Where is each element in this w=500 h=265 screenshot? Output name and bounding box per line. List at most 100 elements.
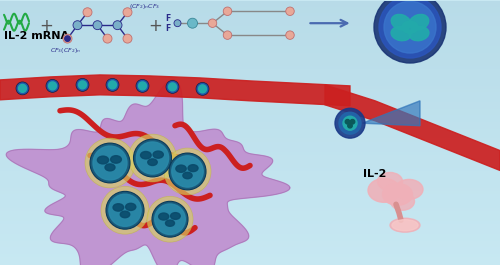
Text: IL-2 mRNA: IL-2 mRNA [4, 31, 69, 41]
Ellipse shape [395, 179, 423, 199]
Circle shape [76, 78, 89, 91]
Bar [0, 129, 500, 133]
Bar [0, 234, 500, 238]
Text: F: F [165, 24, 170, 33]
Polygon shape [325, 85, 500, 170]
Circle shape [286, 7, 294, 15]
Circle shape [93, 146, 127, 180]
Ellipse shape [378, 173, 402, 190]
Ellipse shape [409, 26, 429, 41]
Bar [0, 215, 500, 219]
Bar [0, 10, 500, 15]
Circle shape [339, 112, 361, 134]
Ellipse shape [158, 213, 168, 220]
Circle shape [166, 80, 179, 93]
Bar [0, 76, 500, 80]
Circle shape [106, 78, 119, 91]
Bar [0, 155, 500, 160]
Ellipse shape [392, 220, 418, 231]
Circle shape [196, 82, 209, 95]
Circle shape [83, 8, 92, 17]
Circle shape [128, 134, 176, 182]
Bar [0, 27, 500, 31]
Bar [0, 149, 500, 153]
Bar [0, 46, 500, 51]
Circle shape [46, 80, 59, 92]
Bar [0, 109, 500, 113]
Ellipse shape [183, 172, 192, 179]
Circle shape [134, 139, 172, 177]
Ellipse shape [153, 151, 164, 158]
Bar [0, 66, 500, 70]
Bar [0, 99, 500, 104]
Bar [0, 221, 500, 226]
Bar [0, 103, 500, 107]
Bar [0, 178, 500, 183]
Circle shape [109, 194, 141, 226]
Circle shape [198, 85, 206, 93]
Bar [0, 56, 500, 61]
Bar [0, 60, 500, 64]
Circle shape [63, 34, 72, 43]
Circle shape [172, 156, 203, 187]
Circle shape [136, 80, 149, 92]
Text: $(CF_2)_nCF_3$: $(CF_2)_nCF_3$ [129, 2, 160, 11]
Circle shape [106, 191, 144, 229]
Circle shape [78, 81, 86, 89]
Circle shape [350, 120, 355, 124]
Bar [0, 228, 500, 232]
Ellipse shape [120, 211, 130, 218]
Circle shape [286, 31, 294, 39]
Circle shape [384, 1, 436, 53]
Ellipse shape [126, 203, 136, 210]
Bar [0, 139, 500, 143]
Bar [0, 152, 500, 156]
Polygon shape [362, 101, 420, 126]
Bar [0, 69, 500, 74]
Bar [0, 33, 500, 38]
Bar [0, 37, 500, 41]
Circle shape [174, 20, 181, 27]
Circle shape [85, 138, 135, 188]
Bar [0, 142, 500, 146]
Bar [0, 261, 500, 265]
Ellipse shape [392, 14, 410, 30]
Circle shape [73, 21, 82, 30]
Circle shape [154, 204, 186, 235]
Circle shape [48, 82, 56, 90]
Bar [0, 7, 500, 11]
Ellipse shape [410, 14, 428, 30]
Bar [0, 112, 500, 117]
Circle shape [343, 116, 357, 130]
Bar [0, 205, 500, 209]
Bar [0, 89, 500, 94]
Circle shape [169, 153, 206, 190]
Bar [0, 43, 500, 47]
Bar [0, 162, 500, 166]
Circle shape [101, 186, 149, 234]
Circle shape [90, 143, 130, 183]
Circle shape [93, 21, 102, 30]
Circle shape [208, 19, 217, 27]
Bar [0, 192, 500, 196]
Bar [0, 116, 500, 120]
Circle shape [123, 8, 132, 17]
Bar [0, 14, 500, 18]
Bar [0, 0, 500, 5]
Circle shape [65, 36, 70, 41]
Ellipse shape [402, 21, 418, 33]
Circle shape [374, 0, 446, 63]
Ellipse shape [176, 165, 186, 172]
Bar [0, 169, 500, 173]
Circle shape [168, 83, 176, 91]
Bar [0, 254, 500, 258]
Circle shape [164, 148, 211, 195]
Polygon shape [0, 75, 350, 106]
Circle shape [152, 201, 188, 237]
Bar [0, 135, 500, 140]
Ellipse shape [148, 159, 157, 166]
Bar [0, 53, 500, 57]
Bar [0, 122, 500, 127]
Bar [0, 244, 500, 249]
Bar [0, 224, 500, 229]
